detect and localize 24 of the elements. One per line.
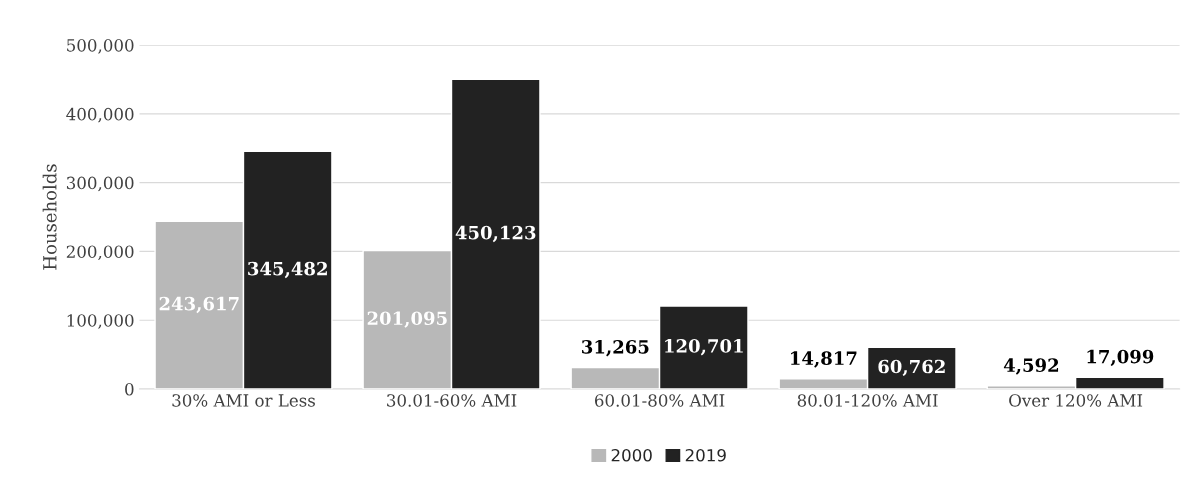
y-tick-label: 300,000 (66, 176, 134, 192)
data-label: 17,099 (1087, 349, 1154, 367)
x-tick-label: 80.01-120% AMI (797, 394, 938, 407)
y-axis-title: Households (42, 164, 57, 270)
data-label: 120,701 (665, 339, 743, 356)
data-label: 14,817 (791, 351, 857, 368)
x-tick-label: Over 120% AMI (1009, 394, 1143, 407)
x-tick-label: 30.01-60% AMI (387, 394, 517, 407)
legend-label: 2000 (611, 448, 652, 462)
x-tick-label: 30% AMI or Less (172, 394, 315, 407)
y-tick-label: 0 (125, 382, 134, 396)
data-label: 345,482 (248, 261, 327, 279)
data-label: 450,123 (455, 225, 536, 243)
y-tick-label: 100,000 (67, 314, 134, 329)
y-tick-label: 400,000 (66, 107, 134, 123)
data-label: 243,617 (159, 296, 239, 314)
x-tick-label: 60.01-80% AMI (594, 394, 725, 407)
y-tick-label: 500,000 (67, 39, 134, 54)
data-label: 31,265 (582, 340, 649, 357)
data-label: 60,762 (878, 359, 945, 377)
data-label: 201,095 (367, 311, 447, 328)
y-tick-label: 200,000 (66, 245, 134, 261)
legend-label: 2019 (685, 448, 726, 462)
data-label: 4,592 (1003, 358, 1059, 375)
